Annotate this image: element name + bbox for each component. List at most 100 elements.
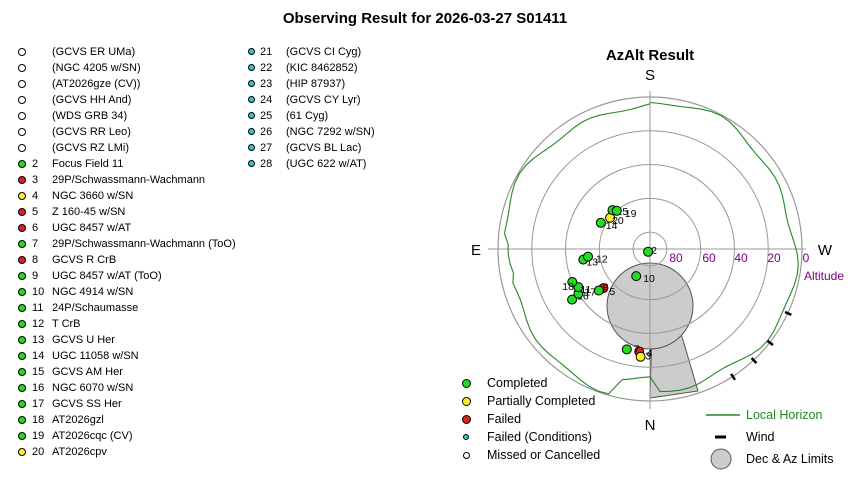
horizon-line	[503, 101, 799, 395]
legend-label: Partially Completed	[487, 394, 596, 408]
target-number: 12	[32, 318, 45, 330]
target-point-label: 13	[586, 257, 598, 269]
legend-label: Missed or Cancelled	[487, 448, 601, 462]
target-name: 29P/Schwassmann-Wachmann	[52, 174, 206, 186]
target-row: 21 (GCVS CI Cyg)	[244, 44, 444, 60]
altitude-rings	[488, 91, 806, 409]
target-name: AT2026cqc (CV)	[52, 430, 133, 442]
target-name: (GCVS CI Cyg)	[286, 46, 362, 58]
target-name: NGC 3660 w/SN	[52, 190, 134, 202]
target-row: 28 (UGC 622 w/AT)	[244, 156, 444, 172]
target-point-label: 3	[645, 351, 651, 363]
status-dot-icon	[463, 452, 470, 459]
target-number: 26	[260, 126, 273, 138]
altitude-tick-label: 60	[702, 251, 716, 265]
status-dot-icon	[18, 176, 26, 184]
target-name: (GCVS BL Lac)	[286, 142, 362, 154]
target-row: 27 (GCVS BL Lac)	[244, 140, 444, 156]
target-name: AT2026gzl	[52, 414, 104, 426]
target-name: (KIC 8462852)	[286, 62, 358, 74]
target-point-label: 12	[596, 254, 608, 266]
target-name: GCVS R CrB	[52, 254, 117, 266]
altitude-tick-label: 0	[803, 251, 810, 265]
target-name: (AT2026gze (CV))	[52, 78, 141, 90]
status-dot-icon	[18, 144, 26, 152]
target-number: 5	[32, 206, 39, 218]
target-row: 25 (61 Cyg)	[244, 108, 444, 124]
target-point-label: 15	[617, 206, 629, 218]
target-row: 7 29P/Schwassmann-Wachmann (ToO)	[14, 236, 254, 252]
altitude-tick-label: 80	[669, 251, 683, 265]
target-number: 18	[32, 414, 45, 426]
status-dot-icon	[18, 320, 26, 328]
target-number: 20	[32, 446, 45, 458]
target-point	[621, 344, 632, 355]
chart-labels: S N E W 80 60 40 20 0 Altitude	[471, 67, 844, 434]
status-dot-icon	[463, 434, 469, 440]
target-row: 15 GCVS AM Her	[14, 364, 254, 380]
target-row: 4 NGC 3660 w/SN	[14, 188, 254, 204]
status-dot-icon	[18, 384, 26, 392]
chart-title: AzAlt Result	[606, 47, 694, 64]
target-name: (GCVS ER UMa)	[52, 46, 136, 58]
altitude-tick-label: 40	[734, 251, 748, 265]
target-list-column-1: (GCVS ER UMa) (NGC 4205 w/SN) (AT2026gze (…	[14, 44, 254, 460]
target-row: 9 UGC 8457 w/AT (ToO)	[14, 268, 254, 284]
target-number: 28	[260, 158, 273, 170]
target-name: (NGC 4205 w/SN)	[52, 62, 141, 74]
target-point-label: 20	[612, 215, 624, 227]
target-point	[567, 294, 578, 305]
target-row: 22 (KIC 8462852)	[244, 60, 444, 76]
target-point-label: 17	[584, 287, 596, 299]
target-name: UGC 8457 w/AT	[52, 222, 132, 234]
legend-wind-label: Wind	[746, 430, 775, 444]
direction-north: N	[645, 417, 656, 434]
status-dot-icon	[18, 128, 26, 136]
direction-east: E	[471, 242, 481, 259]
status-dot-icon	[248, 112, 255, 119]
target-row: 16 NGC 6070 w/SN	[14, 380, 254, 396]
status-dot-icon	[18, 336, 26, 344]
status-dot-icon	[18, 400, 26, 408]
legend-label: Failed	[487, 412, 522, 426]
status-dot-icon	[18, 192, 26, 200]
target-point-label: 18	[562, 281, 574, 293]
status-dot-icon	[248, 160, 255, 167]
status-dot-icon	[248, 96, 255, 103]
target-point	[567, 277, 578, 287]
target-name: (HIP 87937)	[286, 78, 346, 90]
target-point-label: 11	[580, 284, 591, 296]
horizon-line-icon	[706, 414, 740, 416]
status-dot-icon	[248, 128, 255, 135]
target-number: 17	[32, 398, 45, 410]
target-point-label: 4	[647, 348, 653, 360]
target-number: 7	[32, 238, 39, 250]
target-point	[583, 251, 593, 262]
target-point-label: 16	[577, 291, 589, 303]
target-number: 2	[32, 158, 39, 170]
target-number: 11	[32, 302, 44, 314]
target-number: 15	[32, 366, 45, 378]
status-dot-icon	[248, 80, 255, 87]
target-row: (NGC 4205 w/SN)	[14, 60, 254, 76]
page-title: Observing Result for 2026-03-27 S01411	[282, 10, 568, 27]
target-number: 25	[260, 110, 273, 122]
target-number: 10	[32, 286, 45, 298]
target-row: (AT2026gze (CV))	[14, 76, 254, 92]
target-list-column-2: 21 (GCVS CI Cyg) 22 (KIC 8462852) 23 (HIP 879…	[244, 44, 444, 172]
target-row: 20 AT2026cpv	[14, 444, 254, 460]
target-name: NGC 4914 w/SN	[52, 286, 134, 298]
target-point	[611, 205, 622, 216]
target-point-label: 10	[643, 273, 655, 285]
target-name: (NGC 7292 w/SN)	[286, 126, 375, 138]
status-dot-icon	[18, 272, 26, 280]
target-number: 27	[260, 142, 273, 154]
target-row: 10 NGC 4914 w/SN	[14, 284, 254, 300]
azalt-chart: AzAlt Result S N E W 80 60 40 20 0 Altitude 2 347 5…	[471, 47, 844, 434]
target-row: 13 GCVS U Her	[14, 332, 254, 348]
target-name: T CrB	[52, 318, 81, 330]
status-dot-icon	[18, 240, 26, 248]
target-row: 26 (NGC 7292 w/SN)	[244, 124, 444, 140]
target-row: 17 GCVS SS Her	[14, 396, 254, 412]
target-row: 24 (GCVS CY Lyr)	[244, 92, 444, 108]
